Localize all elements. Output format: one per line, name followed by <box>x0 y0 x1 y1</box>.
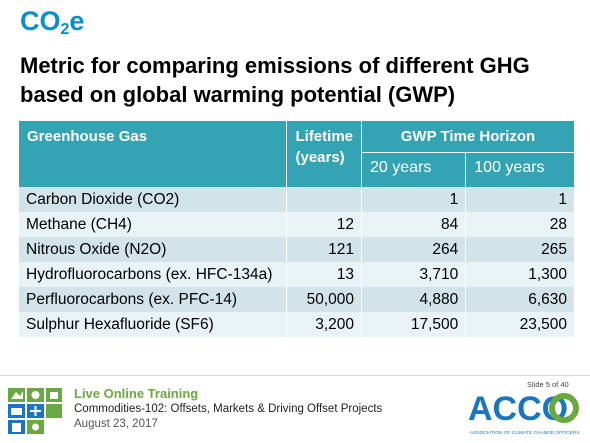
table-row: Perfluorocarbons (ex. PFC-14) 50,000 4,8… <box>19 287 574 312</box>
gwp-20-value: 17,500 <box>361 312 467 337</box>
footer-course-title: Commodities-102: Offsets, Markets & Driv… <box>74 403 383 415</box>
gas-name: Carbon Dioxide (CO2) <box>19 187 288 212</box>
gwp-20-value: 3,710 <box>361 262 467 287</box>
header-20-years: 20 years <box>361 152 467 187</box>
table-row: Methane (CH4) 12 84 28 <box>19 212 574 237</box>
lifetime-value: 50,000 <box>286 287 362 312</box>
gwp-20-value: 4,880 <box>361 287 467 312</box>
acco-logo: ACCO ASSOCIATION OF CLIMATE CHANGE OFFIC… <box>468 390 580 436</box>
lifetime-value: 3,200 <box>286 312 362 337</box>
title-prefix: CO <box>20 6 61 36</box>
slide-title: CO2e <box>20 6 84 39</box>
header-100-years: 100 years <box>465 152 574 187</box>
lifetime-value: 12 <box>286 212 362 237</box>
table-row: Carbon Dioxide (CO2) 1 1 <box>19 187 574 212</box>
table-row: Nitrous Oxide (N2O) 121 264 265 <box>19 237 574 262</box>
gwp-100-value: 1 <box>465 187 574 212</box>
footer-course-info: Live Online Training Commodities-102: Of… <box>74 386 382 432</box>
gwp-20-value: 264 <box>361 237 467 262</box>
gas-name: Sulphur Hexafluoride (SF6) <box>19 312 288 337</box>
slide-number: Slide 5 of 40 <box>527 380 569 389</box>
lifetime-value: 121 <box>286 237 362 262</box>
table-row: Hydrofluorocarbons (ex. HFC-134a) 13 3,7… <box>19 262 574 287</box>
lifetime-value: 13 <box>286 262 362 287</box>
gwp-100-value: 23,500 <box>465 312 574 337</box>
slide-subtitle: Metric for comparing emissions of differ… <box>20 53 530 107</box>
gas-name: Perfluorocarbons (ex. PFC-14) <box>19 287 288 312</box>
footer-divider <box>0 375 590 376</box>
gas-name: Nitrous Oxide (N2O) <box>19 237 288 262</box>
gwp-20-value: 84 <box>361 212 467 237</box>
ghg-table: Greenhouse Gas Lifetime (years) GWP Time… <box>19 121 574 337</box>
gwp-100-value: 6,630 <box>465 287 574 312</box>
header-gwp-time-horizon: GWP Time Horizon <box>361 121 574 153</box>
header-greenhouse-gas: Greenhouse Gas <box>19 121 288 187</box>
gwp-100-value: 265 <box>465 237 574 262</box>
footer-date: August 23, 2017 <box>74 418 158 430</box>
energy-icons-cluster-icon <box>8 388 62 434</box>
table-row: Sulphur Hexafluoride (SF6) 3,200 17,500 … <box>19 312 574 337</box>
gwp-100-value: 1,300 <box>465 262 574 287</box>
footer-training-label: Live Online Training <box>74 386 199 401</box>
lifetime-value <box>286 187 362 212</box>
title-subscript: 2 <box>60 21 70 38</box>
gas-name: Hydrofluorocarbons (ex. HFC-134a) <box>19 262 288 287</box>
gwp-100-value: 28 <box>465 212 574 237</box>
gas-name: Methane (CH4) <box>19 212 288 237</box>
header-lifetime: Lifetime (years) <box>286 121 362 187</box>
gwp-20-value: 1 <box>361 187 467 212</box>
acco-logo-subtext: ASSOCIATION OF CLIMATE CHANGE OFFICERS <box>470 430 580 436</box>
title-suffix: e <box>69 6 85 36</box>
